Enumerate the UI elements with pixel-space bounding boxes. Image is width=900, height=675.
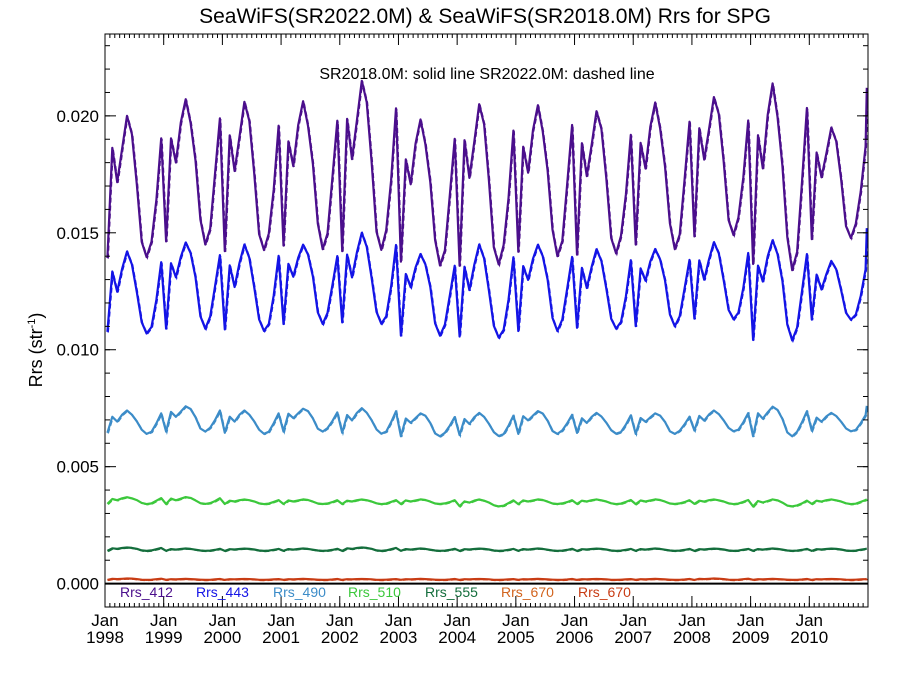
x-tick-label-month: Jan (150, 611, 177, 630)
line-style-annotation: SR2018.0M: solid line SR2022.0M: dashed … (319, 66, 654, 83)
y-axis-label-main: Rrs (str (26, 328, 46, 387)
legend-label-rrs-490: Rrs_490 (273, 584, 326, 600)
x-tick-label-year: 2004 (438, 628, 476, 647)
legend-label-rrs-443: Rrs_443 (196, 584, 249, 600)
series-line-rrs-412-dashed (107, 81, 869, 271)
series-line-rrs-555-dashed (107, 547, 868, 553)
x-tick-label-month: Jan (502, 611, 529, 630)
x-tick-label-month: Jan (91, 611, 118, 630)
x-tick-label-year: 1999 (145, 628, 183, 647)
x-tick-label-year: 2007 (614, 628, 652, 647)
x-tick-label-month: Jan (678, 611, 705, 630)
x-tick-label-year: 2005 (497, 628, 535, 647)
y-tick-label: 0.000 (56, 575, 99, 594)
y-axis-label-close: ) (26, 313, 46, 319)
legend-label-rrs-555: Rrs_555 (425, 584, 478, 600)
series-line-rrs-443-solid (106, 228, 868, 342)
x-tick-label-year: 2009 (732, 628, 770, 647)
y-axis-label-superscript: -1 (26, 319, 38, 329)
series-line-rrs-670-solid (107, 577, 867, 581)
x-tick-label-year: 1998 (86, 628, 124, 647)
x-tick-label-year: 2002 (321, 628, 359, 647)
axes: 0.0000.0050.0100.0150.020Jan1998Jan1999J… (56, 33, 869, 647)
y-axis-label: Rrs (str-1) (26, 313, 46, 388)
legend: Rrs_412 Rrs_443 Rrs_490 Rrs_510 Rrs_555 Rrs_6… (120, 584, 631, 600)
x-tick-label-month: Jan (385, 611, 412, 630)
x-tick-label-month: Jan (326, 611, 353, 630)
series-line-rrs-510-dashed (107, 496, 868, 509)
x-tick-label-month: Jan (267, 611, 294, 630)
x-tick-label-month: Jan (796, 611, 823, 630)
x-tick-label-year: 2006 (556, 628, 594, 647)
chart-title: SeaWiFS(SR2022.0M) & SeaWiFS(SR2018.0M) … (199, 5, 771, 28)
y-tick-label: 0.005 (56, 458, 99, 477)
x-tick-label-year: 2008 (673, 628, 711, 647)
legend-label-rrs-670: Rrs_670 (501, 584, 554, 600)
x-tick-label-month: Jan (443, 611, 470, 630)
legend-label-rrs-670: Rrs_670 (578, 584, 631, 600)
x-tick-label-year: 2000 (203, 628, 241, 647)
y-tick-label: 0.020 (56, 107, 99, 126)
series-line-rrs-490-dashed (107, 406, 869, 439)
plot-area (105, 79, 869, 585)
x-tick-label-year: 2001 (262, 628, 300, 647)
x-tick-label-month: Jan (561, 611, 588, 630)
y-tick-label: 0.010 (56, 341, 99, 360)
legend-label-rrs-510: Rrs_510 (348, 584, 401, 600)
legend-label-rrs-412: Rrs_412 (120, 584, 173, 600)
x-tick-label-year: 2010 (790, 628, 828, 647)
series-line-rrs-412-solid (106, 79, 868, 272)
y-tick-label: 0.015 (56, 224, 99, 243)
x-tick-label-month: Jan (209, 611, 236, 630)
series-line-rrs-443-dashed (107, 228, 869, 344)
x-tick-label-month: Jan (737, 611, 764, 630)
x-tick-label-year: 2003 (380, 628, 418, 647)
x-tick-label-month: Jan (620, 611, 647, 630)
